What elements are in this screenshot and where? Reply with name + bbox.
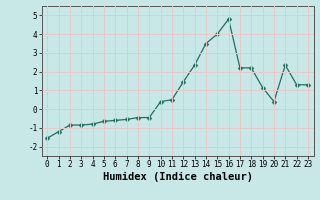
X-axis label: Humidex (Indice chaleur): Humidex (Indice chaleur)	[103, 172, 252, 182]
